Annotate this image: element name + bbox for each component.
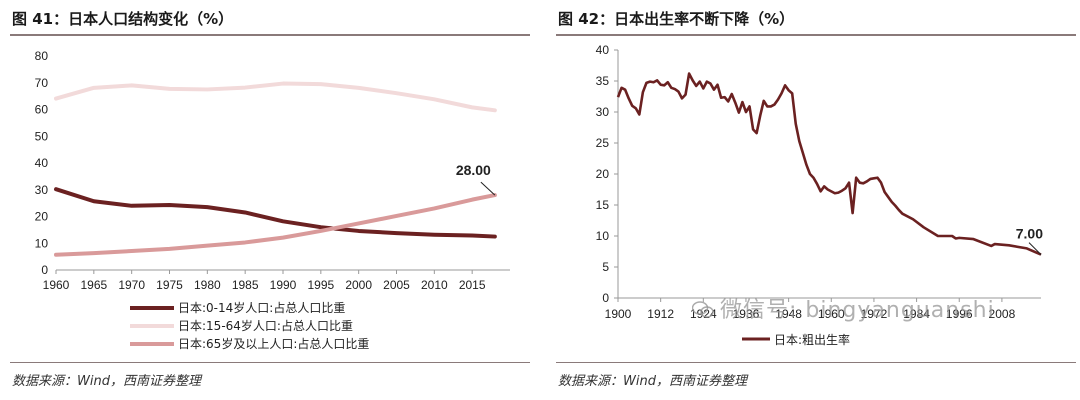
y-tick-label: 30	[35, 183, 49, 197]
watermark-text: 微信号: bingyanguanshi	[720, 298, 995, 323]
x-tick-label: 2010	[421, 278, 448, 292]
right-bottom-divider	[556, 362, 1076, 363]
callout-leader	[1028, 242, 1042, 255]
y-tick-label: 10	[35, 236, 49, 250]
left-data-source: 数据来源：Wind，西南证券整理	[12, 374, 201, 389]
wechat-icon	[691, 300, 714, 318]
y-tick-label: 0	[41, 263, 48, 277]
left-chart-title: 图 41：日本人口结构变化（%）	[12, 10, 234, 28]
right-title-divider	[556, 34, 1076, 36]
y-tick-label: 70	[35, 76, 49, 90]
elderly-population-line	[54, 193, 497, 257]
legend-item-working-age-label: 日本:15-64岁人口:占总人口比重	[178, 318, 353, 333]
x-tick-label: 1972	[861, 307, 888, 321]
birth-rate-line	[616, 72, 1042, 256]
left-title-divider	[10, 34, 530, 36]
x-tick-label: 1960	[818, 307, 845, 321]
left-bottom-divider	[10, 362, 530, 363]
callout-leader	[480, 181, 496, 196]
y-tick-label: 25	[596, 136, 610, 150]
x-tick-label: 1985	[232, 278, 259, 292]
left-chart-panel: 图 41：日本人口结构变化（%） 0 10 20 30 40 50 60 70 80 1960 19…	[10, 0, 530, 400]
wechat-watermark: 微信号: bingyanguanshi	[691, 292, 995, 324]
x-tick-label: 1965	[80, 278, 107, 292]
callout-label: 7.00	[1016, 226, 1043, 242]
population-structure-chart: 0 10 20 30 40 50 60 70 80 1960 1965 1970 1975 1980 198…	[35, 49, 510, 351]
right-chart-panel: 图 42：日本出生率不断下降（%） 0 5 10 15 20 25 30 35 40 1900 19…	[556, 0, 1076, 400]
y-tick-label: 35	[596, 74, 610, 88]
y-tick-label: 40	[596, 43, 610, 57]
legend-item-young-label: 日本:0-14岁人口:占总人口比重	[178, 300, 345, 315]
legend-item-elderly-label: 日本:65岁及以上人口:占总人口比重	[178, 336, 369, 351]
working-age-population-line	[54, 81, 497, 113]
x-tick-label: 1900	[605, 307, 632, 321]
x-tick-label: 1912	[647, 307, 674, 321]
x-tick-label: 2008	[989, 307, 1016, 321]
young-population-line	[54, 187, 497, 239]
y-tick-label: 40	[35, 156, 49, 170]
x-tick-label: 2015	[459, 278, 486, 292]
x-tick-label: 2005	[383, 278, 410, 292]
x-tick-label: 1980	[194, 278, 221, 292]
legend-label-birth-rate: 日本:粗出生率	[774, 332, 850, 347]
x-tick-label: 2000	[345, 278, 372, 292]
right-chart-title: 图 42：日本出生率不断下降（%）	[558, 10, 795, 28]
x-tick-label: 1960	[43, 278, 70, 292]
y-tick-label: 15	[596, 198, 610, 212]
y-tick-label: 5	[602, 260, 609, 274]
y-tick-label: 30	[596, 105, 610, 119]
x-tick-label: 1948	[775, 307, 802, 321]
x-tick-label: 1984	[903, 307, 930, 321]
y-tick-label: 10	[596, 229, 610, 243]
x-tick-label: 1936	[733, 307, 760, 321]
y-tick-label: 50	[35, 129, 49, 143]
x-tick-label: 1996	[946, 307, 973, 321]
callout-label: 28.00	[456, 162, 491, 178]
y-tick-label: 20	[35, 210, 49, 224]
y-tick-label: 20	[596, 167, 610, 181]
right-data-source: 数据来源：Wind，西南证券整理	[558, 374, 747, 389]
y-tick-label: 0	[602, 291, 609, 305]
y-tick-label: 80	[35, 49, 49, 63]
x-tick-label: 1995	[307, 278, 334, 292]
x-tick-label: 1970	[118, 278, 145, 292]
y-tick-label: 60	[35, 103, 49, 117]
x-tick-label: 1990	[270, 278, 297, 292]
x-tick-label: 1975	[156, 278, 183, 292]
